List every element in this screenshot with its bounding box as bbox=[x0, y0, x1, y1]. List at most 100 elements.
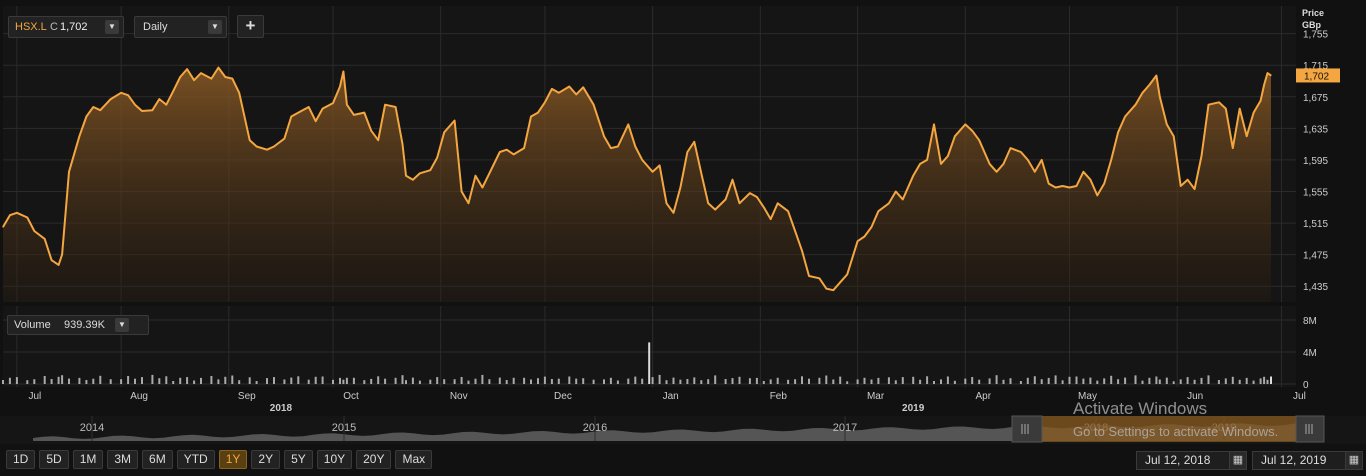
price-point bbox=[551, 88, 553, 90]
volume-bar bbox=[755, 377, 758, 384]
volume-bar bbox=[467, 380, 470, 384]
range-button-3m[interactable]: 3M bbox=[107, 450, 139, 469]
price-point bbox=[1009, 147, 1012, 149]
volume-bar bbox=[339, 377, 341, 384]
price-point bbox=[44, 238, 46, 240]
range-button-max[interactable]: Max bbox=[395, 450, 433, 469]
volume-selector[interactable]: Volume 939.39K ▼ bbox=[7, 315, 149, 335]
volume-bar bbox=[85, 380, 88, 384]
range-button-2y[interactable]: 2Y bbox=[251, 450, 281, 469]
range-button-5d[interactable]: 5D bbox=[39, 450, 69, 469]
range-button-1d[interactable]: 1D bbox=[6, 450, 36, 469]
price-point bbox=[395, 106, 397, 108]
volume-bar bbox=[926, 376, 929, 384]
price-point bbox=[370, 130, 372, 132]
volume-bar bbox=[231, 375, 234, 384]
volume-bar bbox=[283, 379, 286, 384]
volume-bar bbox=[179, 377, 182, 384]
price-point bbox=[738, 202, 741, 204]
price-line bbox=[2, 66, 1272, 292]
volume-bar bbox=[92, 378, 95, 384]
volume-bar bbox=[714, 375, 717, 384]
date-to-field[interactable]: Jul 12, 2019 bbox=[1252, 451, 1346, 470]
volume-bar bbox=[411, 377, 414, 384]
date-from-field[interactable]: Jul 12, 2018 bbox=[1136, 451, 1230, 470]
price-point bbox=[808, 275, 810, 277]
volume-bar bbox=[273, 377, 275, 384]
volume-bar bbox=[648, 342, 651, 384]
range-button-1m[interactable]: 1M bbox=[72, 450, 104, 469]
volume-bar bbox=[453, 379, 456, 384]
price-point bbox=[419, 172, 421, 174]
price-point bbox=[454, 119, 456, 122]
month-tick-label: Jan bbox=[663, 391, 679, 402]
volume-bar bbox=[1134, 375, 1137, 384]
price-point bbox=[353, 114, 355, 116]
interval-selector[interactable]: Daily ▼ bbox=[134, 16, 227, 38]
price-point bbox=[919, 163, 921, 165]
price-point bbox=[99, 109, 101, 111]
volume-bar bbox=[543, 376, 546, 384]
range-button-1y[interactable]: 1Y bbox=[218, 450, 248, 469]
volume-bar bbox=[1263, 376, 1266, 384]
volume-bar bbox=[1186, 377, 1189, 384]
price-point bbox=[33, 230, 35, 232]
month-tick-label: Sep bbox=[238, 391, 256, 402]
volume-bar bbox=[1141, 380, 1144, 384]
volume-bar bbox=[405, 380, 407, 384]
volume-bar bbox=[738, 376, 741, 384]
chevron-down-icon[interactable]: ▼ bbox=[208, 20, 222, 34]
volume-bar bbox=[200, 377, 202, 384]
price-point bbox=[210, 78, 212, 80]
price-tick-label: 1,435 bbox=[1303, 282, 1328, 293]
volume-bar bbox=[224, 376, 227, 384]
range-button-5y[interactable]: 5Y bbox=[284, 450, 313, 469]
navigator-year-label: 2017 bbox=[833, 422, 857, 434]
volume-bar bbox=[1075, 376, 1078, 384]
volume-bar bbox=[523, 377, 526, 384]
range-button-ytd[interactable]: YTD bbox=[176, 450, 215, 469]
volume-bar bbox=[512, 377, 515, 384]
price-tick-label: 1,555 bbox=[1303, 187, 1328, 198]
volume-bar bbox=[700, 380, 703, 384]
month-tick-label: Nov bbox=[450, 391, 468, 402]
volume-bar bbox=[575, 378, 578, 384]
add-study-button[interactable]: + bbox=[237, 15, 264, 38]
chevron-down-icon[interactable]: ▼ bbox=[105, 20, 119, 34]
price-point bbox=[429, 169, 431, 171]
symbol-selector[interactable]: HSX.L C 1,702 ▼ bbox=[8, 16, 124, 38]
volume-bar bbox=[68, 378, 70, 384]
navigator-year-label: 2016 bbox=[583, 422, 607, 434]
price-point bbox=[231, 78, 233, 80]
price-point bbox=[940, 163, 942, 165]
range-button-20y[interactable]: 20Y bbox=[356, 450, 392, 469]
price-point bbox=[467, 202, 470, 204]
price-point bbox=[1239, 108, 1241, 110]
price-point bbox=[339, 85, 341, 88]
volume-bar bbox=[894, 380, 897, 384]
volume-bar bbox=[818, 377, 821, 384]
price-point bbox=[266, 149, 268, 151]
volume-bar bbox=[641, 378, 644, 384]
volume-bar bbox=[946, 376, 949, 384]
price-point bbox=[634, 145, 636, 148]
calendar-icon[interactable]: ▦ bbox=[1229, 451, 1247, 470]
navigator-left-handle bbox=[1011, 415, 1043, 443]
chevron-down-icon[interactable]: ▼ bbox=[115, 318, 129, 332]
price-point bbox=[165, 104, 167, 106]
price-point bbox=[700, 172, 702, 174]
range-button-6m[interactable]: 6M bbox=[142, 450, 173, 469]
price-point bbox=[665, 202, 668, 204]
calendar-icon[interactable]: ▦ bbox=[1345, 451, 1363, 470]
volume-bar bbox=[568, 376, 571, 384]
volume-bar bbox=[634, 376, 637, 384]
price-point bbox=[686, 151, 689, 153]
price-point bbox=[707, 202, 709, 204]
volume-bar bbox=[50, 379, 53, 384]
price-point bbox=[996, 171, 998, 173]
range-button-10y[interactable]: 10Y bbox=[316, 450, 353, 469]
volume-bar bbox=[134, 378, 136, 384]
price-point bbox=[610, 147, 612, 149]
price-point bbox=[787, 210, 789, 212]
